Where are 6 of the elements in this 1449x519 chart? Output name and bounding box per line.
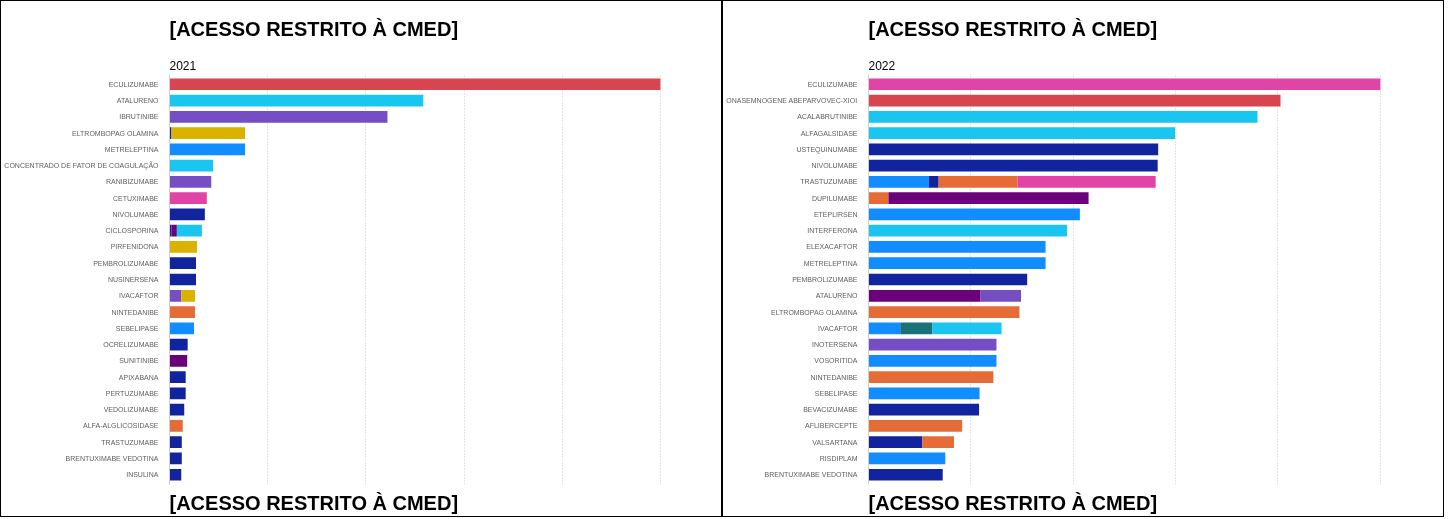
chart-title: [ACESSO RESTRITO À CMED]: [169, 17, 459, 40]
text: [ACESSO RESTRITO À CMED]: [169, 491, 459, 514]
text: [ACESSO RESTRITO À CMED]: [868, 491, 1158, 514]
chart-title: [ACESSO RESTRITO À CMED]: [868, 17, 1158, 40]
chart-subtitle: 2022: [868, 58, 896, 73]
chart-subtitle: 2021: [169, 58, 197, 73]
